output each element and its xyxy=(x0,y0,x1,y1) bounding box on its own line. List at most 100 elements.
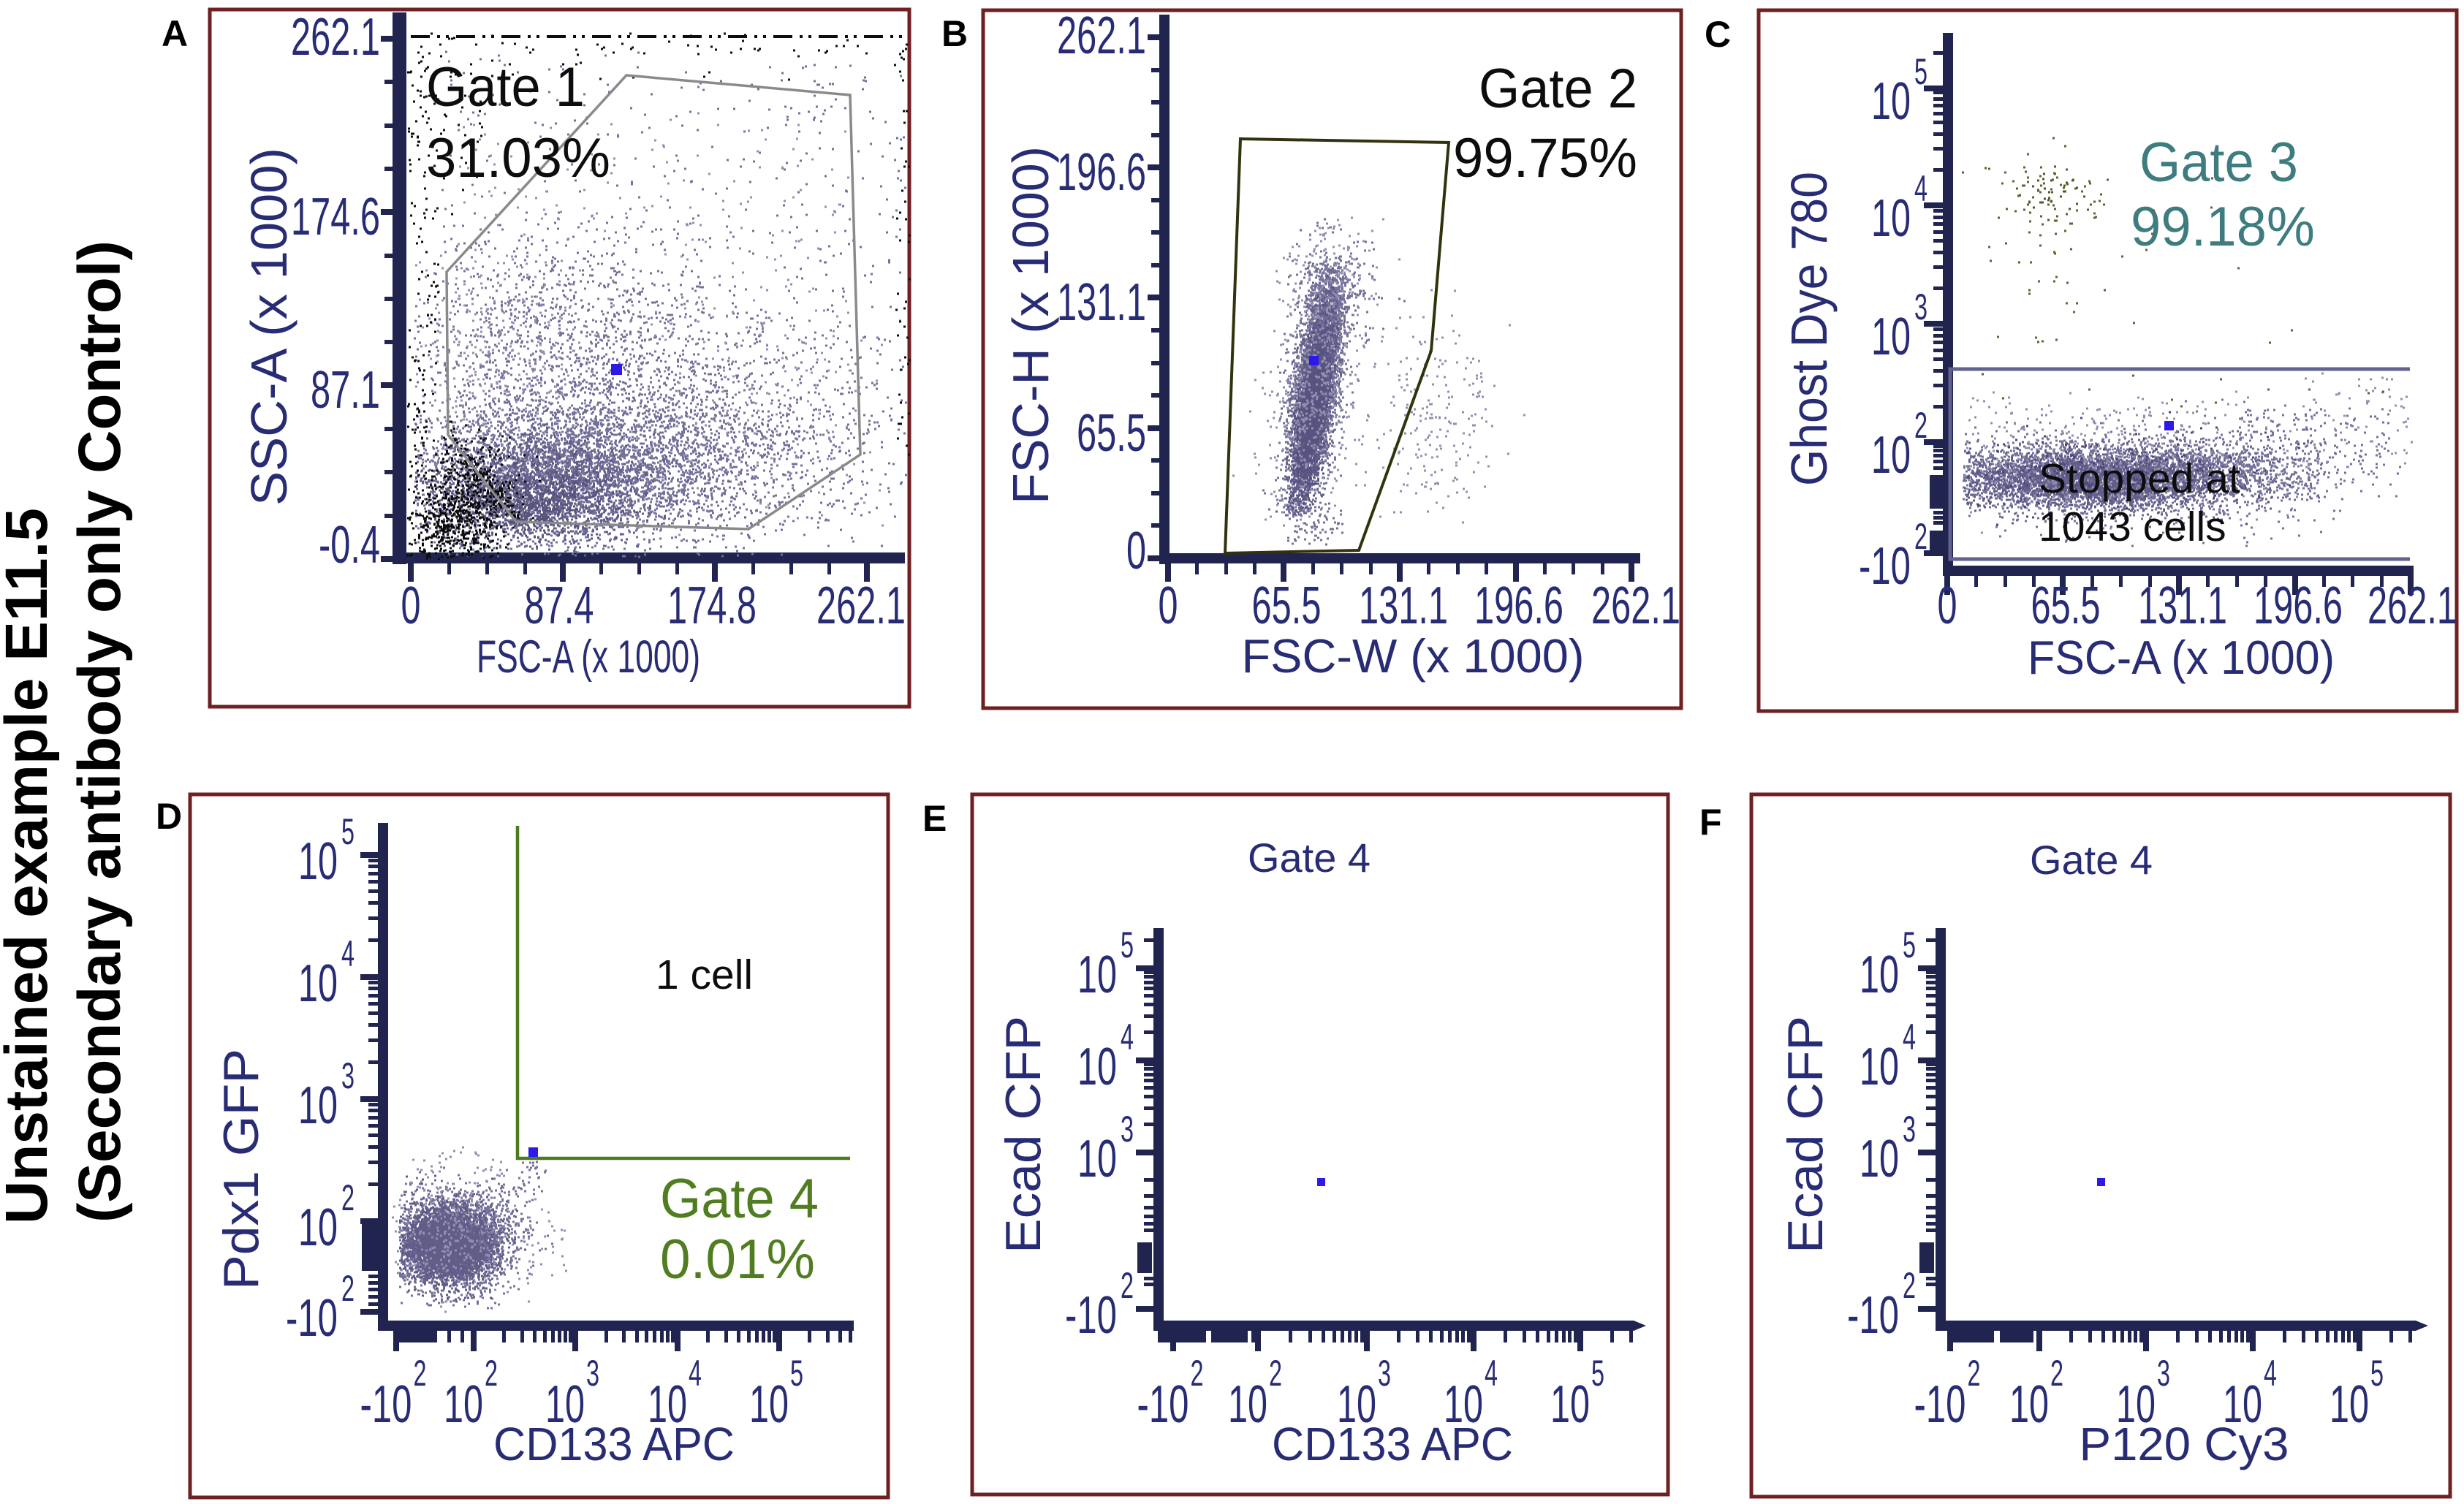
svg-text:1043 cells: 1043 cells xyxy=(2039,504,2226,550)
svg-text:3: 3 xyxy=(1378,1353,1391,1394)
svg-text:5: 5 xyxy=(790,1353,803,1394)
svg-text:262.1: 262.1 xyxy=(2368,577,2457,635)
svg-text:4: 4 xyxy=(1121,1017,1134,1057)
svg-text:196.6: 196.6 xyxy=(2253,577,2343,635)
svg-text:0: 0 xyxy=(1159,577,1178,635)
svg-text:10: 10 xyxy=(444,1375,483,1434)
svg-text:2: 2 xyxy=(414,1353,427,1394)
svg-text:CD133 APC: CD133 APC xyxy=(493,1418,735,1470)
svg-text:196.6: 196.6 xyxy=(1057,143,1146,202)
svg-text:2: 2 xyxy=(1903,1265,1916,1306)
svg-text:174.8: 174.8 xyxy=(667,577,757,635)
svg-text:FSC-A (x 1000): FSC-A (x 1000) xyxy=(2028,631,2335,684)
svg-text:87.1: 87.1 xyxy=(311,361,380,419)
svg-text:10: 10 xyxy=(1871,72,1911,131)
svg-text:4: 4 xyxy=(1485,1353,1498,1394)
svg-text:5: 5 xyxy=(341,811,355,852)
svg-text:4: 4 xyxy=(2264,1353,2277,1394)
svg-text:10: 10 xyxy=(2223,1375,2262,1434)
svg-text:131.1: 131.1 xyxy=(1057,273,1146,332)
svg-text:2: 2 xyxy=(1191,1353,1204,1394)
svg-text:10: 10 xyxy=(2116,1375,2156,1434)
svg-text:0: 0 xyxy=(1938,577,1957,635)
svg-text:-10: -10 xyxy=(360,1375,412,1434)
svg-text:CD133 APC: CD133 APC xyxy=(1272,1418,1513,1470)
svg-text:10: 10 xyxy=(648,1375,687,1434)
svg-text:99.18%: 99.18% xyxy=(2131,196,2315,258)
svg-text:FSC-H (x 1000): FSC-H (x 1000) xyxy=(1002,146,1059,504)
svg-text:-10: -10 xyxy=(1847,1286,1899,1345)
svg-text:FSC-A (x 1000): FSC-A (x 1000) xyxy=(477,631,700,683)
svg-text:D: D xyxy=(156,796,182,837)
svg-text:Stopped at: Stopped at xyxy=(2039,455,2240,502)
svg-text:10: 10 xyxy=(1077,1130,1117,1188)
svg-text:10: 10 xyxy=(1077,1038,1117,1096)
svg-text:10: 10 xyxy=(1444,1375,1483,1434)
svg-text:Ecad CFP: Ecad CFP xyxy=(996,1016,1051,1253)
svg-text:10: 10 xyxy=(1337,1375,1376,1434)
svg-text:FSC-W (x 1000): FSC-W (x 1000) xyxy=(1242,629,1585,683)
svg-text:0: 0 xyxy=(1126,522,1146,580)
svg-text:E: E xyxy=(922,798,947,839)
svg-text:4: 4 xyxy=(1914,168,1927,209)
svg-text:10: 10 xyxy=(1871,426,1911,485)
svg-text:10: 10 xyxy=(1860,946,1899,1004)
svg-text:10: 10 xyxy=(298,832,338,891)
svg-text:4: 4 xyxy=(1903,1017,1916,1057)
svg-text:10: 10 xyxy=(1871,308,1911,366)
svg-text:10: 10 xyxy=(2330,1375,2369,1434)
svg-text:99.75%: 99.75% xyxy=(1453,127,1637,189)
svg-text:-0.4: -0.4 xyxy=(319,516,380,574)
svg-text:4: 4 xyxy=(689,1353,702,1394)
svg-text:Gate 4: Gate 4 xyxy=(2030,837,2153,883)
svg-text:0: 0 xyxy=(401,577,421,635)
svg-text:2: 2 xyxy=(1269,1353,1282,1394)
svg-text:-10: -10 xyxy=(1859,537,1911,596)
svg-text:5: 5 xyxy=(1591,1353,1604,1394)
svg-text:65.5: 65.5 xyxy=(2031,577,2101,635)
svg-text:Ecad CFP: Ecad CFP xyxy=(1778,1016,1833,1253)
svg-text:Gate 1: Gate 1 xyxy=(426,56,585,118)
svg-text:A: A xyxy=(162,13,188,54)
svg-text:3: 3 xyxy=(1914,286,1927,327)
svg-text:Pdx1 GFP: Pdx1 GFP xyxy=(213,1049,269,1290)
svg-text:10: 10 xyxy=(1550,1375,1590,1434)
svg-text:196.6: 196.6 xyxy=(1474,577,1563,635)
svg-text:10: 10 xyxy=(1860,1130,1899,1188)
svg-text:262.1: 262.1 xyxy=(816,577,906,635)
svg-text:3: 3 xyxy=(341,1055,355,1096)
svg-text:2: 2 xyxy=(1914,405,1927,446)
svg-text:10: 10 xyxy=(1860,1038,1899,1096)
svg-text:(Secondary antibody only Contr: (Secondary antibody only Control) xyxy=(67,240,133,1223)
svg-text:Ghost Dye 780: Ghost Dye 780 xyxy=(1781,172,1838,486)
svg-text:131.1: 131.1 xyxy=(2138,577,2227,635)
svg-text:2: 2 xyxy=(485,1353,498,1394)
svg-text:65.5: 65.5 xyxy=(1252,577,1322,635)
svg-text:Gate 4: Gate 4 xyxy=(660,1168,819,1230)
svg-text:87.4: 87.4 xyxy=(525,577,594,635)
svg-text:-10: -10 xyxy=(1137,1375,1189,1434)
svg-text:5: 5 xyxy=(2370,1353,2384,1394)
svg-text:174.6: 174.6 xyxy=(291,188,380,246)
svg-text:Gate 2: Gate 2 xyxy=(1479,58,1637,120)
svg-text:2: 2 xyxy=(341,1177,355,1218)
svg-text:SSC-A (x 1000): SSC-A (x 1000) xyxy=(240,148,297,506)
svg-text:F: F xyxy=(1699,802,1722,843)
svg-text:B: B xyxy=(941,13,968,54)
svg-text:131.1: 131.1 xyxy=(1359,577,1448,635)
svg-text:2: 2 xyxy=(2050,1353,2063,1394)
svg-text:10: 10 xyxy=(545,1375,585,1434)
svg-text:-10: -10 xyxy=(1914,1375,1966,1434)
svg-text:10: 10 xyxy=(298,1199,338,1257)
svg-text:31.03%: 31.03% xyxy=(426,127,610,189)
svg-text:5: 5 xyxy=(1121,924,1134,965)
svg-text:262.1: 262.1 xyxy=(291,8,380,67)
svg-text:P120 Cy3: P120 Cy3 xyxy=(2080,1418,2289,1470)
svg-text:10: 10 xyxy=(298,1076,338,1135)
svg-text:0.01%: 0.01% xyxy=(660,1228,815,1291)
svg-text:262.1: 262.1 xyxy=(1057,7,1146,65)
svg-text:10: 10 xyxy=(1228,1375,1267,1434)
svg-text:-10: -10 xyxy=(1065,1286,1117,1345)
svg-text:3: 3 xyxy=(1903,1109,1916,1150)
svg-text:2: 2 xyxy=(341,1268,355,1309)
